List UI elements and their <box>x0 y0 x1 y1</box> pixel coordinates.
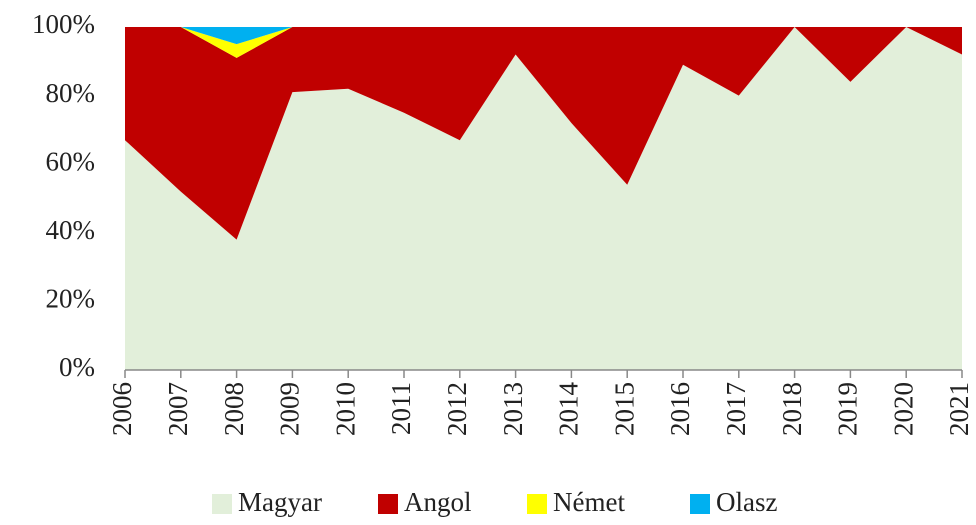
x-tick-label: 2021 <box>944 382 974 436</box>
legend-swatch <box>212 494 232 514</box>
area <box>125 27 962 370</box>
legend-swatch <box>527 494 547 514</box>
x-tick-label: 2008 <box>219 382 249 436</box>
legend-swatch <box>378 494 398 514</box>
legend-label: Angol <box>404 487 472 517</box>
y-tick-label: 60% <box>46 146 96 176</box>
y-tick-label: 40% <box>46 215 96 245</box>
x-tick-label: 2010 <box>330 382 360 436</box>
x-tick-label: 2015 <box>609 382 639 436</box>
x-tick-label: 2019 <box>833 382 863 436</box>
y-tick-label: 100% <box>32 9 95 39</box>
legend-label: Német <box>553 487 625 517</box>
x-tick-label: 2020 <box>888 382 918 436</box>
area <box>125 27 962 240</box>
area <box>125 27 962 45</box>
x-tick-label: 2007 <box>163 382 193 436</box>
x-tick-label: 2014 <box>554 382 584 437</box>
y-tick-label: 20% <box>46 284 96 314</box>
x-tick-label: 2018 <box>777 382 807 436</box>
x-tick-label: 2009 <box>275 382 305 436</box>
x-tick-label: 2011 <box>386 382 416 435</box>
y-tick-label: 80% <box>46 78 96 108</box>
x-tick-label: 2016 <box>665 382 695 436</box>
legend-label: Magyar <box>238 487 322 517</box>
legend-swatch <box>690 494 710 514</box>
legend-label: Olasz <box>716 487 777 517</box>
x-tick-label: 2017 <box>721 382 751 436</box>
x-tick-label: 2006 <box>107 382 137 436</box>
x-tick-label: 2012 <box>442 382 472 436</box>
x-tick-label: 2013 <box>498 382 528 436</box>
y-tick-label: 0% <box>59 352 95 382</box>
